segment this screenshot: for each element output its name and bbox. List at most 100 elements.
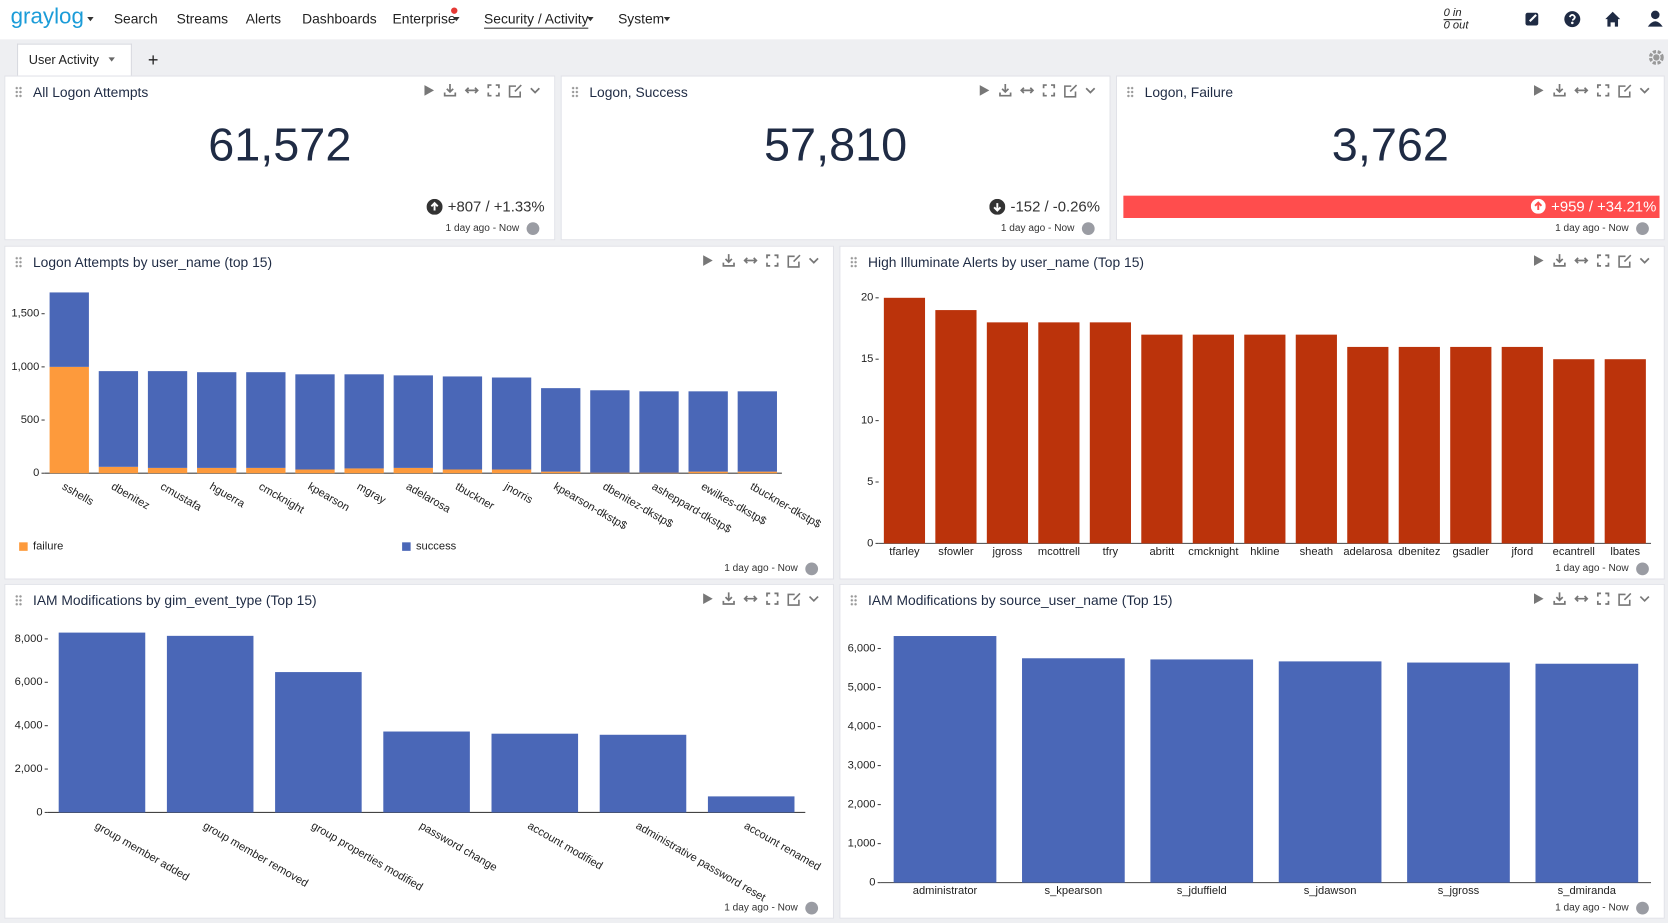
trend-icon	[1530, 198, 1546, 214]
big-number: 3,762	[1331, 119, 1449, 172]
drag-handle[interactable]	[849, 594, 858, 607]
logo[interactable]: graylog	[10, 4, 84, 29]
delta-text: -152 / -0.26%	[1010, 197, 1100, 215]
nav-item[interactable]: System	[618, 10, 665, 27]
help-icon[interactable]	[1636, 562, 1649, 576]
widget-actions	[1532, 83, 1655, 103]
edit-icon[interactable]	[1618, 84, 1632, 98]
chart-widget: IAM Modifications by source_user_name (T…	[839, 583, 1665, 919]
time-range: 1 day ago - Now	[724, 901, 798, 914]
download-icon[interactable]	[722, 254, 735, 267]
download-icon[interactable]	[443, 84, 457, 97]
nav-icons	[1525, 10, 1663, 28]
tab-label[interactable]: User Activity	[28, 52, 99, 67]
settings-icon[interactable]	[1648, 49, 1665, 66]
edit-icon[interactable]	[1064, 84, 1078, 98]
drag-handle[interactable]	[571, 86, 579, 98]
help-icon[interactable]	[1636, 222, 1649, 236]
nav-item[interactable]: Alerts	[245, 10, 282, 27]
menu-icon[interactable]	[1085, 87, 1096, 94]
help-icon[interactable]	[1081, 222, 1095, 236]
menu-icon[interactable]	[808, 595, 819, 603]
trend-icon	[989, 198, 1006, 215]
widget-title: IAM Modifications by source_user_name (T…	[868, 592, 1173, 609]
help-icon[interactable]	[805, 901, 819, 915]
edit-icon[interactable]	[1618, 592, 1632, 606]
user-icon[interactable]	[1647, 10, 1663, 27]
fullscreen-icon[interactable]	[1042, 84, 1056, 97]
caret	[663, 17, 671, 22]
download-icon[interactable]	[1553, 592, 1566, 605]
download-icon[interactable]	[999, 84, 1012, 97]
delta-text: +959 / +34.21%	[1551, 197, 1657, 215]
menu-icon[interactable]	[530, 87, 540, 94]
widget-actions	[1532, 591, 1655, 611]
nav-item[interactable]: Search	[113, 10, 158, 27]
edit-icon[interactable]	[787, 254, 801, 268]
action-icons	[703, 254, 819, 268]
nav-item[interactable]: Streams	[176, 10, 229, 27]
play-icon[interactable]	[1533, 85, 1544, 96]
help-icon[interactable]	[526, 222, 540, 236]
edit-icon[interactable]	[787, 592, 801, 606]
help-icon[interactable]	[1636, 901, 1649, 915]
fullscreen-icon[interactable]	[1596, 592, 1610, 605]
help-icon[interactable]	[805, 562, 819, 576]
menu-icon[interactable]	[1639, 257, 1650, 264]
fullscreen-icon[interactable]	[1596, 254, 1610, 267]
delta-text: +807 / +1.33%	[447, 197, 545, 215]
nav-item[interactable]: Dashboards	[302, 10, 377, 27]
nav-item[interactable]: Enterprise	[392, 10, 456, 27]
drag-handle[interactable]	[14, 594, 23, 607]
drag-handle[interactable]	[14, 256, 23, 268]
expand-width-icon[interactable]	[743, 595, 758, 602]
fullscreen-icon[interactable]	[487, 84, 500, 97]
tab[interactable]: User Activity	[17, 43, 132, 76]
widget-title: Logon, Failure	[1144, 84, 1234, 100]
time-range: 1 day ago - Now	[1555, 222, 1629, 234]
fullscreen-icon[interactable]	[766, 254, 779, 267]
number-widget: Logon, Success 57,810 -152 / -0.26% 1 da…	[560, 75, 1111, 241]
play-icon[interactable]	[1533, 255, 1544, 266]
expand-width-icon[interactable]	[1574, 257, 1589, 264]
edit-icon[interactable]	[1618, 254, 1632, 268]
download-icon[interactable]	[722, 592, 735, 605]
expand-width-icon[interactable]	[1020, 87, 1035, 94]
drag-handle[interactable]	[849, 256, 858, 268]
number-widget: Logon, Failure 3,762 +959 / +34.21% 1 da…	[1115, 75, 1665, 241]
caret	[108, 57, 115, 62]
caret[interactable]	[87, 17, 94, 22]
drag-handle[interactable]	[1126, 86, 1135, 98]
play-icon[interactable]	[703, 593, 713, 605]
edit-icon[interactable]	[1525, 12, 1539, 26]
action-icons	[1533, 84, 1650, 98]
drag-handle[interactable]	[14, 86, 23, 98]
action-icons	[979, 84, 1096, 98]
time-range: 1 day ago - Now	[724, 562, 798, 575]
play-icon[interactable]	[424, 85, 435, 96]
download-icon[interactable]	[1553, 254, 1566, 267]
menu-icon[interactable]	[1639, 595, 1650, 603]
add-tab[interactable]: +	[147, 49, 159, 71]
play-icon[interactable]	[1533, 593, 1544, 605]
help-icon[interactable]	[1564, 11, 1581, 28]
expand-width-icon[interactable]	[743, 257, 758, 264]
expand-width-icon[interactable]	[1574, 595, 1589, 602]
play-icon[interactable]	[979, 85, 990, 96]
expand-width-icon[interactable]	[464, 87, 479, 94]
menu-icon[interactable]	[1639, 87, 1650, 94]
fullscreen-icon[interactable]	[766, 592, 779, 605]
action-icons	[424, 84, 540, 98]
play-icon[interactable]	[703, 255, 713, 266]
nav-item[interactable]: Security / Activity	[484, 11, 589, 29]
menu-icon[interactable]	[808, 257, 819, 264]
delta: +807 / +1.33%	[426, 197, 545, 215]
expand-width-icon[interactable]	[1574, 87, 1589, 94]
widget-actions	[701, 591, 824, 611]
action-icons	[703, 592, 819, 606]
edit-icon[interactable]	[508, 84, 522, 98]
fullscreen-icon[interactable]	[1596, 84, 1610, 97]
home-icon[interactable]	[1605, 11, 1621, 27]
download-icon[interactable]	[1553, 84, 1566, 97]
